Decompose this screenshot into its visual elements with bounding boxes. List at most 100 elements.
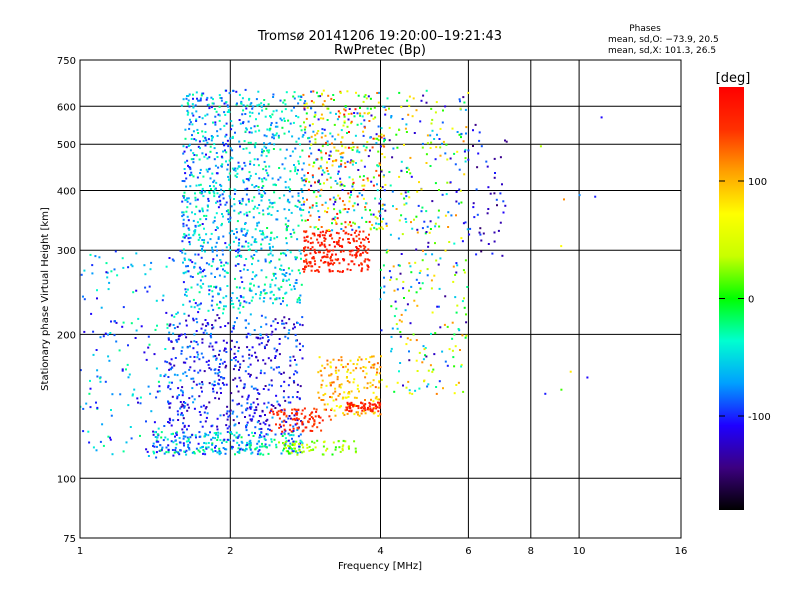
data-point [206, 113, 209, 116]
data-point [464, 336, 467, 339]
data-point [280, 373, 283, 375]
data-point [402, 280, 405, 283]
data-point [406, 166, 409, 169]
data-point [261, 238, 264, 241]
data-point [350, 122, 353, 125]
data-point [270, 290, 273, 293]
data-point [406, 171, 408, 173]
data-point [261, 148, 264, 151]
data-point [417, 204, 420, 207]
data-point [233, 198, 235, 200]
data-point [134, 337, 137, 339]
data-point [342, 238, 344, 241]
data-point [180, 352, 183, 355]
data-point [299, 385, 302, 388]
data-point [236, 385, 238, 388]
data-point [318, 216, 321, 218]
data-point [293, 373, 295, 376]
data-point [201, 191, 204, 194]
data-point [201, 245, 204, 248]
data-point [248, 440, 251, 443]
data-point [261, 409, 264, 412]
data-point [263, 99, 266, 101]
data-point [211, 290, 214, 293]
data-point [260, 178, 263, 181]
data-point [228, 111, 231, 113]
data-point [493, 192, 496, 195]
data-point [223, 360, 226, 363]
data-point [189, 275, 192, 278]
data-point [273, 438, 276, 441]
data-point [268, 129, 271, 132]
data-point [434, 182, 437, 185]
data-point [181, 251, 184, 254]
data-point [479, 227, 482, 230]
data-point [155, 456, 158, 459]
data-point [163, 425, 166, 427]
data-point [275, 277, 277, 280]
data-point [187, 440, 190, 442]
data-point [264, 192, 267, 195]
data-point [247, 394, 250, 397]
data-point [282, 413, 285, 416]
data-point [329, 198, 332, 201]
data-point [255, 355, 258, 358]
data-point [267, 428, 270, 431]
data-point [295, 410, 298, 413]
data-point [296, 300, 299, 303]
data-point [195, 205, 198, 208]
data-point [398, 370, 400, 373]
data-point [282, 449, 285, 452]
x-tick-label: 8 [528, 546, 534, 557]
data-point [381, 186, 384, 189]
data-point [379, 366, 382, 369]
data-point [238, 238, 241, 241]
data-point [223, 448, 226, 451]
data-point [281, 420, 284, 423]
data-point [232, 419, 235, 422]
data-point [434, 242, 436, 245]
data-point [188, 448, 191, 451]
data-point [187, 438, 190, 441]
data-point [222, 339, 225, 342]
data-point [283, 273, 286, 276]
data-point [297, 160, 300, 163]
data-point [288, 415, 291, 417]
data-point [206, 204, 209, 207]
data-point [200, 405, 203, 408]
data-point [146, 290, 149, 293]
data-point [249, 174, 252, 177]
data-point [376, 92, 379, 94]
data-point [254, 448, 257, 451]
data-point [414, 261, 417, 264]
data-point [156, 436, 158, 439]
data-point [299, 451, 302, 454]
data-point [339, 211, 342, 214]
data-point [166, 323, 169, 326]
data-point [295, 345, 298, 348]
data-point [216, 172, 219, 175]
data-point [191, 211, 193, 214]
data-point [429, 165, 432, 167]
data-point [399, 272, 402, 275]
data-point [280, 432, 283, 435]
data-point [267, 339, 270, 342]
data-point [344, 106, 347, 109]
data-point [309, 248, 312, 250]
data-point [184, 172, 187, 175]
data-point [201, 275, 204, 278]
data-point [170, 424, 173, 427]
data-point [307, 246, 310, 249]
data-point [316, 132, 319, 135]
data-point [266, 172, 269, 175]
data-point [246, 104, 249, 107]
data-point [252, 207, 255, 210]
data-point [338, 165, 340, 168]
data-point [161, 446, 164, 449]
data-point [437, 305, 440, 308]
data-point [293, 444, 296, 447]
data-point [208, 345, 211, 348]
data-point [244, 449, 247, 452]
data-point [199, 218, 202, 221]
